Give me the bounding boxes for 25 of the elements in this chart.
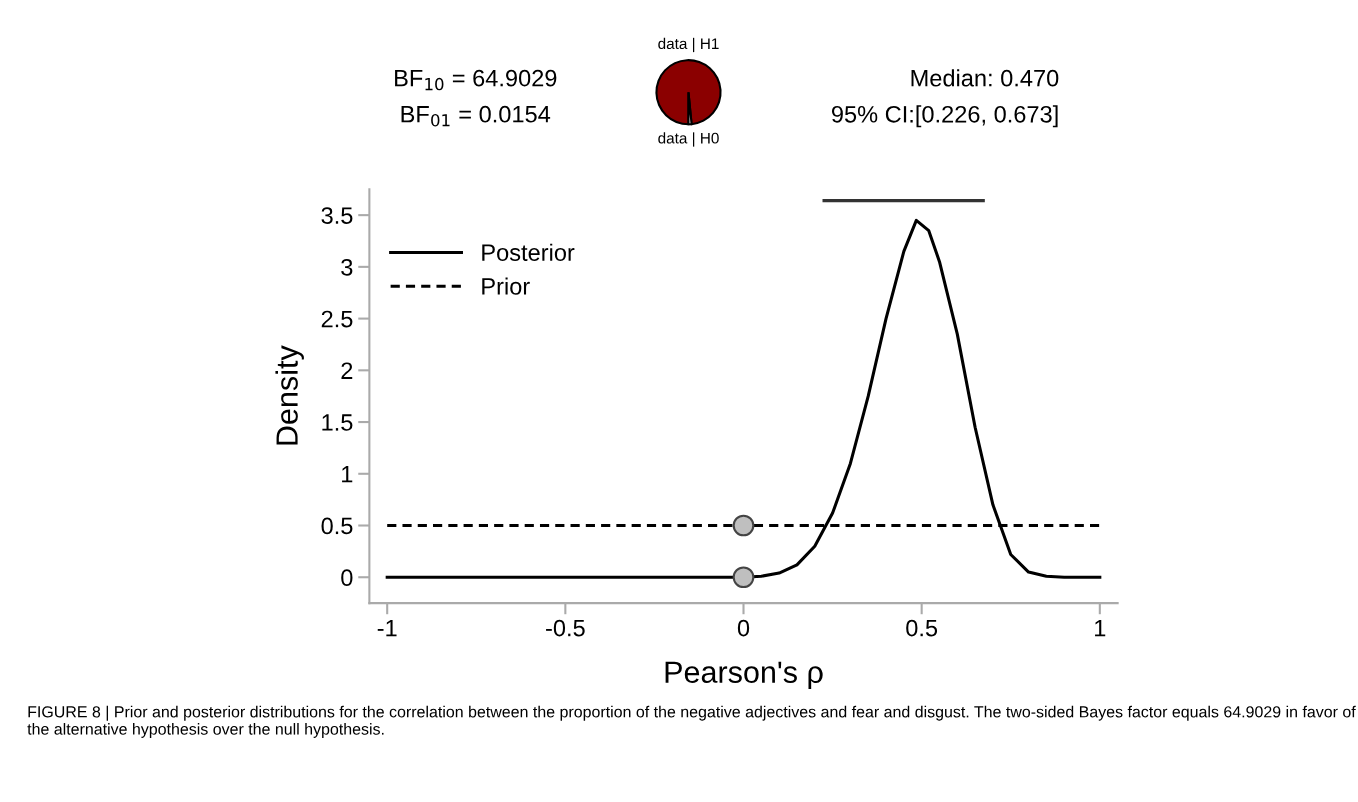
x-tick-label: 0.5 bbox=[906, 619, 938, 637]
pie-slice bbox=[655, 59, 722, 126]
y-tick-label: 2.5 bbox=[321, 310, 353, 328]
x-tick-label: -0.5 bbox=[546, 619, 585, 637]
y-tick-label: 3.5 bbox=[321, 207, 353, 224]
y-axis-title: Density bbox=[275, 345, 304, 445]
y-tick-label: 0 bbox=[341, 569, 353, 587]
x-axis-title: Pearson's ρ bbox=[665, 661, 823, 690]
legend-label: Prior bbox=[482, 277, 530, 295]
x-tick-label: -1 bbox=[377, 619, 397, 637]
caption: FIGURE 8 | Prior and posterior distributions for the correlation between the proportion of the negative adjectives and fear and disgust. The two-sided Bayes factor equals 64.9029 in favor of the alternative hypothesis over the null hypothesis. bbox=[27, 705, 1356, 738]
y-tick-label: 2 bbox=[341, 362, 353, 379]
slice-label: data | H1 bbox=[658, 37, 719, 53]
y-tick-label: 1.5 bbox=[322, 414, 353, 431]
text: BF$_{01}$ = 0.0154 bbox=[401, 105, 551, 127]
legend-label: Posterior bbox=[482, 243, 575, 261]
x-tick-label: 1 bbox=[1095, 619, 1106, 637]
y-tick-label: 1 bbox=[342, 466, 353, 483]
x-tick-label: 0 bbox=[737, 619, 750, 637]
y-tick-label: 3 bbox=[341, 258, 353, 276]
slice-label: data | H0 bbox=[658, 132, 719, 147]
text: Median: 0.470 bbox=[911, 69, 1059, 87]
y-tick-label: 0.5 bbox=[321, 517, 353, 535]
text: BF$_{10}$ = 64.9029 bbox=[395, 69, 557, 91]
text: 95% CI:[0.226, 0.673] bbox=[831, 105, 1058, 128]
